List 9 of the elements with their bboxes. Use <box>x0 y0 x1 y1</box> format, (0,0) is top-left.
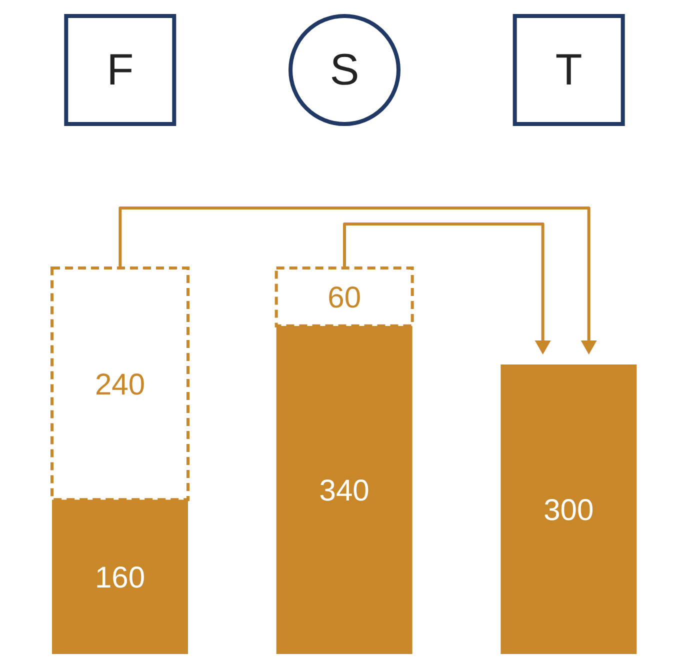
data-label: 160 <box>94 561 146 594</box>
x-tick-label: F <box>106 46 134 94</box>
data-label: 60 <box>328 282 362 315</box>
x-tick-label: S <box>330 46 360 94</box>
data-label: 240 <box>94 368 146 402</box>
data-label: 340 <box>319 474 370 508</box>
bar <box>500 364 637 654</box>
x-tick-label: T <box>555 46 582 94</box>
data-label: 300 <box>544 494 594 527</box>
